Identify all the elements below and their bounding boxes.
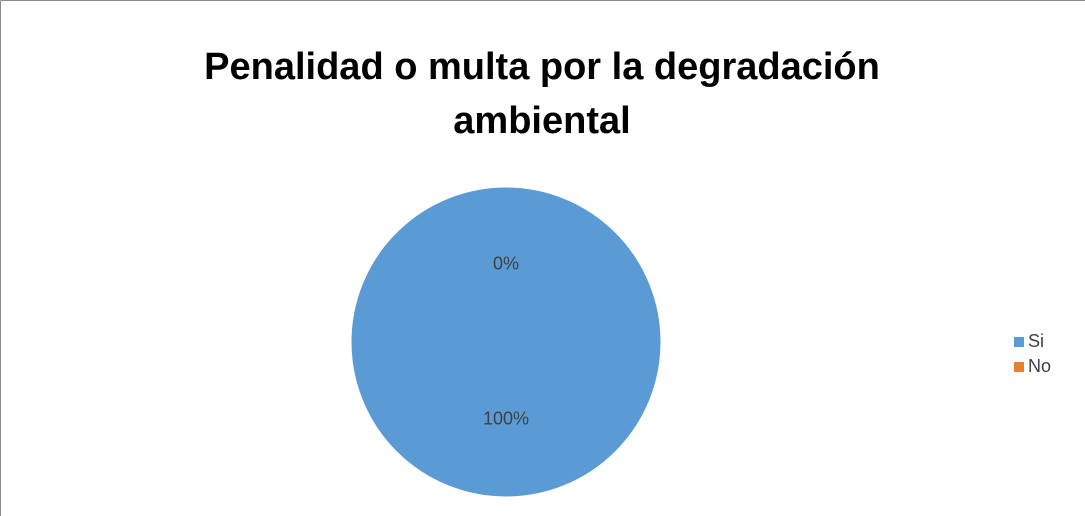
legend-swatch [1014, 337, 1024, 347]
chart-title: Penalidad o multa por la degradación amb… [204, 46, 880, 142]
legend-swatch [1014, 362, 1024, 372]
pie-slice [350, 186, 662, 498]
data-label: 0% [493, 253, 519, 273]
legend-label: No [1028, 356, 1051, 376]
data-label: 100% [483, 408, 529, 428]
legend-label: Si [1028, 331, 1044, 351]
